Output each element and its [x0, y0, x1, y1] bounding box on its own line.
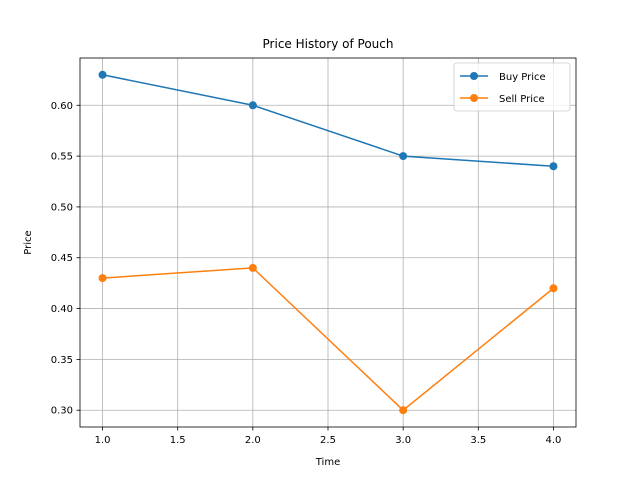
legend-box	[453, 62, 571, 112]
y-tick-label: 0.30	[51, 406, 73, 417]
x-tick-label: 4.0	[546, 435, 562, 446]
y-tick-label: 0.55	[51, 152, 73, 163]
data-point	[399, 152, 408, 161]
data-point	[549, 162, 558, 171]
legend-marker	[470, 94, 478, 102]
x-tick-label: 1.0	[95, 435, 111, 446]
data-point	[98, 70, 107, 79]
x-tick-label: 3.5	[470, 435, 486, 446]
legend-label: Sell Price	[499, 94, 545, 105]
axis-ticks: 1.0 1.5 2.0 2.5 3.0 3.5 4.0 0.30 0.35 0.40 0.45 0.5…	[51, 101, 562, 446]
legend-label: Buy Price	[499, 72, 546, 83]
grid	[80, 58, 576, 427]
x-tick-label: 3.0	[395, 435, 411, 446]
legend-marker	[470, 72, 478, 80]
x-axis-label: Time	[315, 457, 340, 468]
x-tick-label: 1.5	[170, 435, 186, 446]
y-tick-label: 0.40	[51, 304, 73, 315]
x-tick-label: 2.0	[245, 435, 261, 446]
series-line-buy-price	[102, 74, 554, 168]
y-tick-label: 0.60	[51, 101, 73, 112]
data-point	[549, 284, 558, 293]
series-layer	[98, 70, 558, 415]
y-tick-label: 0.50	[51, 202, 73, 213]
series-line-sell-price	[102, 267, 554, 412]
x-tick-label: 2.5	[320, 435, 336, 446]
chart-title: Price History of Pouch	[263, 37, 394, 51]
data-point	[98, 274, 107, 283]
y-tick-label: 0.35	[51, 355, 73, 366]
y-tick-label: 0.45	[51, 253, 73, 264]
data-point	[248, 101, 257, 110]
legend: Buy Price Sell Price	[453, 62, 571, 112]
data-point	[399, 406, 408, 415]
y-axis-label: Price	[23, 230, 34, 254]
data-point	[248, 263, 257, 272]
